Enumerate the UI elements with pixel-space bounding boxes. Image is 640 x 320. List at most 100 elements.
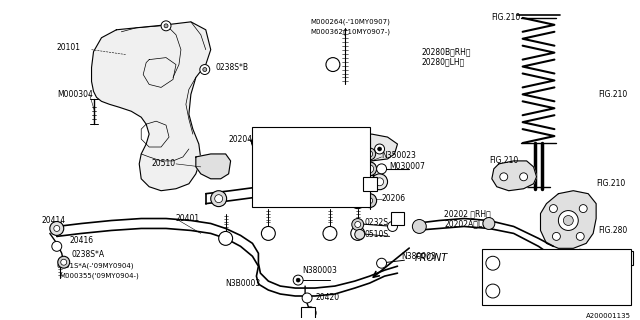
Circle shape	[164, 24, 168, 28]
Circle shape	[54, 226, 60, 231]
Bar	[252, 127, 370, 207]
Circle shape	[58, 256, 70, 268]
Text: FIG.280: FIG.280	[598, 226, 627, 235]
Circle shape	[579, 252, 582, 256]
Text: 20420: 20420	[315, 293, 339, 302]
Circle shape	[576, 232, 584, 240]
Circle shape	[309, 310, 315, 316]
Text: FIG.210: FIG.210	[489, 156, 518, 165]
Circle shape	[52, 241, 61, 251]
Text: M370005(-'10MY091D): M370005(-'10MY091D)	[507, 266, 580, 271]
Bar	[482, 249, 631, 305]
Text: A: A	[367, 179, 372, 188]
Text: B: B	[305, 309, 311, 318]
Circle shape	[293, 275, 303, 285]
Text: 0238S*B: 0238S*B	[216, 63, 249, 72]
Circle shape	[261, 227, 275, 240]
Circle shape	[326, 58, 340, 71]
Circle shape	[363, 194, 376, 208]
Circle shape	[260, 141, 280, 161]
Text: FRONT: FRONT	[414, 253, 447, 263]
Text: ①: ①	[223, 236, 228, 241]
Circle shape	[374, 144, 385, 154]
Circle shape	[486, 284, 500, 298]
Circle shape	[364, 178, 376, 190]
Text: 20101: 20101	[57, 43, 81, 52]
Circle shape	[579, 204, 587, 212]
Text: ②: ②	[330, 62, 336, 67]
Text: 20416: 20416	[70, 236, 94, 245]
Text: 0101S*B: 0101S*B	[507, 288, 538, 294]
Text: 20204D: 20204D	[228, 134, 259, 144]
Circle shape	[352, 219, 364, 230]
Circle shape	[266, 146, 275, 156]
Circle shape	[288, 182, 302, 196]
Bar	[301, 307, 315, 320]
Text: ①: ①	[266, 231, 271, 236]
Circle shape	[296, 278, 300, 282]
Text: ①: ①	[355, 231, 360, 236]
Text: 0238S*A: 0238S*A	[72, 250, 105, 259]
Circle shape	[211, 191, 227, 207]
Text: B: B	[395, 214, 401, 223]
Circle shape	[388, 221, 397, 231]
Text: N380003: N380003	[401, 252, 436, 261]
Circle shape	[376, 258, 387, 268]
Text: M030007: M030007	[390, 162, 426, 172]
Circle shape	[486, 256, 500, 270]
Text: 0510S: 0510S	[365, 230, 389, 239]
Text: 20401: 20401	[176, 214, 200, 223]
Polygon shape	[335, 134, 397, 161]
Circle shape	[575, 249, 585, 259]
Text: 0232S: 0232S	[365, 218, 388, 227]
Circle shape	[363, 162, 376, 176]
Circle shape	[500, 173, 508, 181]
Polygon shape	[541, 191, 596, 248]
Circle shape	[563, 216, 573, 226]
Text: 20510: 20510	[151, 159, 175, 168]
Circle shape	[252, 135, 266, 149]
Text: ①: ①	[327, 231, 333, 236]
Text: M000362('10MY0907-): M000362('10MY0907-)	[310, 28, 390, 35]
Circle shape	[200, 65, 210, 75]
Circle shape	[355, 221, 361, 228]
Circle shape	[350, 144, 360, 154]
Text: 20202A〈LH〉: 20202A〈LH〉	[444, 219, 493, 228]
Circle shape	[355, 229, 365, 239]
Circle shape	[255, 139, 261, 145]
Circle shape	[376, 178, 383, 186]
Text: 20202 〈RH〉: 20202 〈RH〉	[444, 209, 491, 218]
Circle shape	[483, 218, 495, 229]
Circle shape	[365, 165, 374, 173]
Text: M370009('10MY0911-): M370009('10MY0911-)	[507, 256, 579, 261]
Circle shape	[219, 231, 232, 245]
Circle shape	[292, 186, 298, 192]
Bar	[390, 212, 404, 226]
Text: M000355('09MY0904-): M000355('09MY0904-)	[60, 273, 140, 279]
Text: 20206: 20206	[381, 194, 406, 203]
Circle shape	[378, 147, 381, 151]
Polygon shape	[92, 22, 211, 191]
Text: FIG.210: FIG.210	[491, 13, 520, 22]
Circle shape	[323, 227, 337, 240]
Circle shape	[376, 164, 387, 174]
Text: 20280〈LH〉: 20280〈LH〉	[421, 57, 465, 66]
Circle shape	[302, 293, 312, 303]
Text: M000304: M000304	[57, 90, 93, 99]
Text: 20107A〈RH〉: 20107A〈RH〉	[275, 184, 325, 193]
Text: FIG.210: FIG.210	[598, 90, 627, 99]
Circle shape	[353, 147, 356, 151]
Text: FIG.210: FIG.210	[596, 179, 625, 188]
Polygon shape	[492, 161, 536, 191]
Circle shape	[520, 173, 527, 181]
Circle shape	[203, 68, 207, 71]
Text: A200001135: A200001135	[586, 313, 631, 319]
Circle shape	[304, 307, 316, 319]
Circle shape	[364, 148, 376, 160]
Bar	[619, 251, 633, 265]
Circle shape	[350, 193, 365, 209]
Text: A: A	[623, 254, 629, 263]
Circle shape	[372, 174, 388, 190]
Text: 20414: 20414	[42, 216, 66, 225]
Circle shape	[354, 197, 362, 204]
